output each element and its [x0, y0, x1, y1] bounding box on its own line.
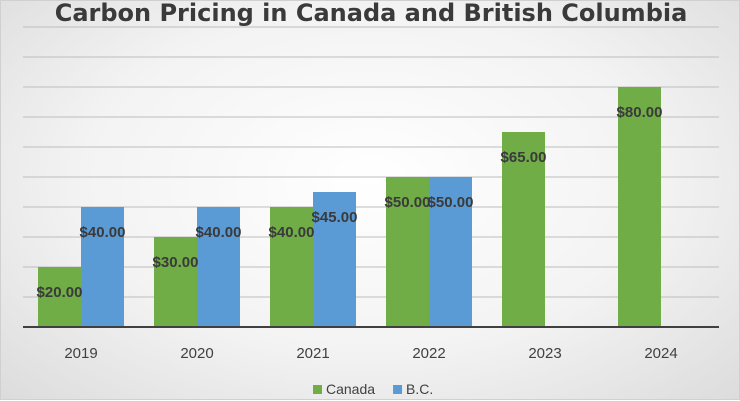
- x-tick-label: 2021: [296, 345, 329, 362]
- data-label: $80.00: [617, 104, 663, 121]
- legend-label: Canada: [326, 381, 375, 397]
- x-tick-label: 2020: [180, 345, 213, 362]
- x-tick-label: 2023: [528, 345, 561, 362]
- bar-canada-2019: [38, 267, 81, 327]
- data-label: $65.00: [501, 149, 547, 166]
- x-tick-label: 2024: [644, 345, 677, 362]
- chart-title: Carbon Pricing in Canada and British Col…: [54, 0, 688, 27]
- bar-bc-2020: [197, 207, 240, 327]
- bar-bc-2021: [313, 192, 356, 327]
- data-label: $40.00: [80, 224, 126, 241]
- bar-canada-2020: [154, 237, 197, 327]
- legend-swatch: [393, 385, 403, 394]
- data-label: $40.00: [196, 224, 242, 241]
- x-tick-label: 2022: [412, 345, 445, 362]
- bar-canada-2023: [502, 132, 545, 327]
- data-label: $50.00: [385, 194, 431, 211]
- data-label: $30.00: [153, 254, 199, 271]
- data-label: $50.00: [428, 194, 474, 211]
- bar-canada-2022: [386, 177, 429, 327]
- bar-canada-2024: [618, 87, 661, 327]
- bar-canada-2021: [270, 207, 313, 327]
- data-label: $20.00: [37, 284, 83, 301]
- x-tick-label: 2019: [64, 345, 97, 362]
- bar-bc-2019: [81, 207, 124, 327]
- data-label: $40.00: [269, 224, 315, 241]
- data-label: $45.00: [312, 209, 358, 226]
- bar-bc-2022: [429, 177, 472, 327]
- legend-label: B.C.: [406, 381, 433, 397]
- legend-swatch: [313, 385, 322, 394]
